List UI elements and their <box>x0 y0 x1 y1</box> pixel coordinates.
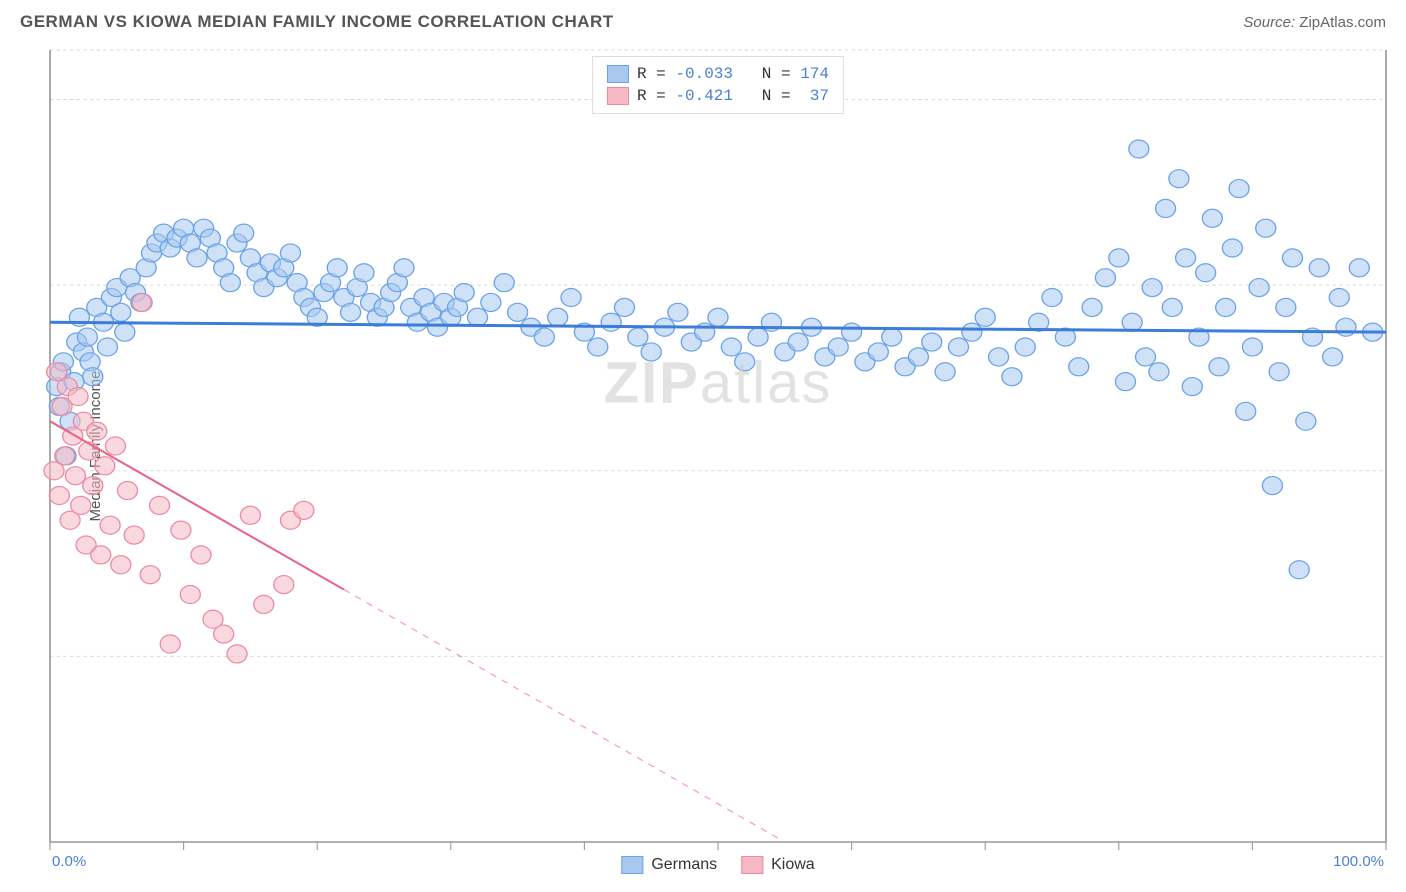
y-tick-label: $112,500 <box>1401 277 1406 294</box>
chart-header: GERMAN VS KIOWA MEDIAN FAMILY INCOME COR… <box>0 0 1406 40</box>
legend-swatch <box>741 856 763 874</box>
legend-swatch-kiowa <box>607 87 629 105</box>
legend-item-germans: Germans <box>621 856 717 874</box>
chart-area: Median Family Income ZIPatlas R = -0.033… <box>50 50 1386 842</box>
legend-swatch-germans <box>607 65 629 83</box>
scatter-plot <box>50 50 1386 842</box>
stats-legend: R = -0.033 N = 174 R = -0.421 N = 37 <box>592 56 844 114</box>
legend-label: Kiowa <box>771 856 815 874</box>
legend-row-germans: R = -0.033 N = 174 <box>607 63 829 85</box>
legend-label: Germans <box>651 856 717 874</box>
series-legend: Germans Kiowa <box>621 856 814 874</box>
legend-item-kiowa: Kiowa <box>741 856 815 874</box>
legend-row-kiowa: R = -0.421 N = 37 <box>607 85 829 107</box>
legend-text-kiowa: R = -0.421 N = 37 <box>637 87 829 105</box>
chart-title: GERMAN VS KIOWA MEDIAN FAMILY INCOME COR… <box>20 12 614 32</box>
x-tick-max: 100.0% <box>1333 853 1384 870</box>
chart-source: Source: ZipAtlas.com <box>1243 14 1386 31</box>
legend-swatch <box>621 856 643 874</box>
y-tick-label: $75,000 <box>1401 462 1406 479</box>
y-tick-label: $37,500 <box>1401 648 1406 665</box>
x-tick-min: 0.0% <box>52 853 86 870</box>
legend-text-germans: R = -0.033 N = 174 <box>637 65 829 83</box>
source-name: ZipAtlas.com <box>1299 14 1386 31</box>
source-label: Source: <box>1243 14 1295 31</box>
y-tick-label: $150,000 <box>1401 91 1406 108</box>
